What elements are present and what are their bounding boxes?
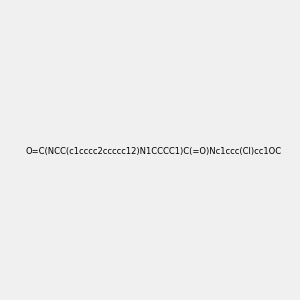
Text: O=C(NCC(c1cccc2ccccc12)N1CCCC1)C(=O)Nc1ccc(Cl)cc1OC: O=C(NCC(c1cccc2ccccc12)N1CCCC1)C(=O)Nc1c… <box>26 147 282 156</box>
